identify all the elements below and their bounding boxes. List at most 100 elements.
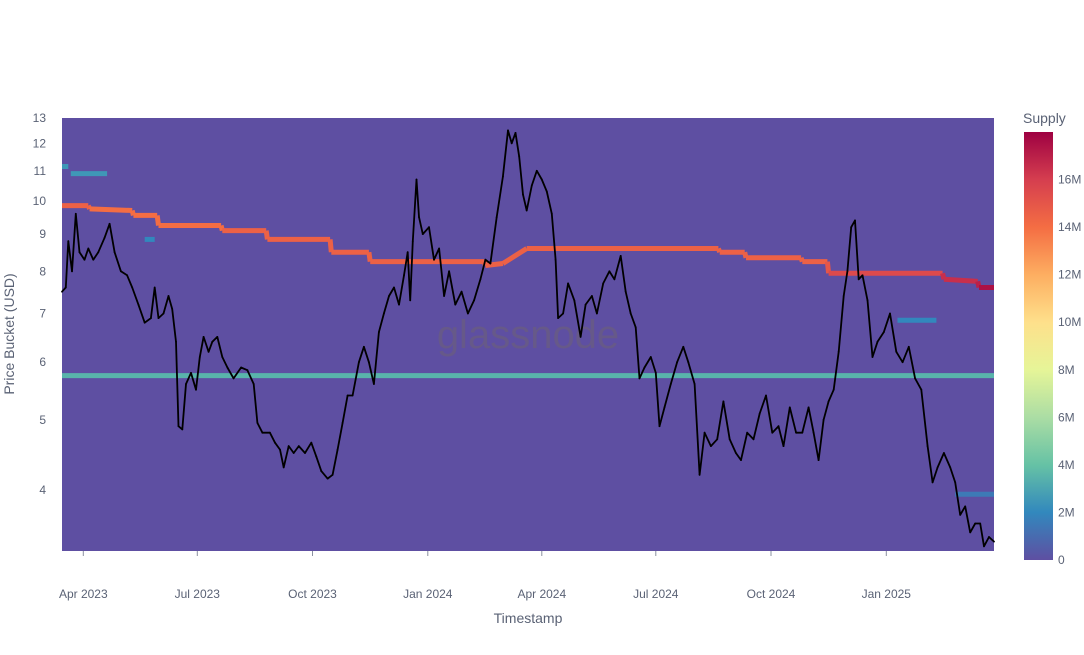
price-point — [993, 540, 995, 543]
colorbar-ticks: 0 2M 4M 6M 8M 10M 12M 14M 16M — [1058, 173, 1081, 567]
price-point — [643, 366, 646, 369]
price-point — [846, 270, 849, 273]
price-point — [979, 522, 982, 525]
price-point — [279, 448, 281, 451]
price-point — [448, 270, 450, 273]
price-point — [71, 270, 73, 273]
y-tick-label: 11 — [34, 164, 47, 178]
supply-band-0-segment — [940, 272, 947, 280]
price-point — [131, 286, 134, 289]
price-point — [175, 340, 177, 343]
price-point — [827, 400, 830, 403]
price-point — [765, 394, 767, 397]
price-point — [540, 178, 543, 181]
price-point — [167, 295, 170, 297]
price-point — [171, 308, 174, 310]
supply-band-0-segment — [218, 224, 225, 232]
price-point — [287, 445, 290, 447]
price-point — [232, 377, 235, 380]
price-point — [579, 336, 582, 338]
colorbar-tick-label: 0 — [1058, 553, 1065, 567]
price-point — [177, 425, 180, 428]
price-point — [788, 406, 791, 409]
price-point — [876, 340, 879, 343]
heatmap-background — [62, 118, 994, 551]
price-point — [584, 303, 587, 306]
x-axis-ticks: Apr 2023 Jul 2023 Oct 2023 Jan 2024 Apr 2024… — [59, 551, 911, 601]
colorbar-tick-label: 6M — [1058, 410, 1075, 424]
y-axis-ticks: 4 5 6 7 8 9 10 11 12 13 — [33, 111, 47, 497]
price-point — [669, 383, 672, 385]
price-point — [782, 445, 785, 447]
price-point — [777, 425, 780, 428]
price-point — [92, 258, 95, 261]
supply-band-0-segment — [975, 280, 982, 289]
price-point — [411, 240, 414, 243]
price-point — [931, 481, 934, 484]
price-point — [108, 222, 111, 225]
price-point — [113, 251, 116, 254]
price-point — [87, 247, 90, 250]
price-point — [658, 425, 661, 428]
y-tick-label: 9 — [39, 227, 46, 241]
price-point — [663, 406, 666, 409]
price-point — [545, 190, 548, 193]
price-point — [454, 303, 457, 306]
price-point — [988, 536, 990, 538]
price-point — [195, 388, 197, 391]
price-point — [596, 312, 598, 315]
supply-band-0-segment — [89, 206, 133, 213]
price-point — [920, 388, 923, 391]
price-point — [936, 466, 939, 469]
price-point — [943, 452, 945, 454]
x-tick-label: Jul 2024 — [633, 587, 679, 601]
price-point — [83, 258, 86, 261]
price-point — [467, 312, 469, 315]
supply-band-0-segment — [485, 261, 504, 268]
y-tick-label: 4 — [39, 483, 46, 497]
price-point — [207, 350, 210, 353]
colorbar-title: Supply — [1023, 110, 1066, 126]
price-point — [771, 431, 774, 434]
price-point — [473, 299, 475, 302]
price-point — [654, 372, 657, 374]
price-point — [889, 312, 891, 315]
price-point — [591, 295, 593, 297]
price-point — [832, 388, 835, 391]
price-line-layer — [61, 129, 995, 548]
price-point — [522, 193, 524, 196]
price-point — [403, 274, 405, 277]
price-point — [190, 372, 192, 374]
x-tick-label: Jul 2023 — [175, 587, 221, 601]
price-point — [226, 366, 229, 369]
price-point — [368, 361, 370, 364]
supply-band-0-segment — [716, 247, 723, 254]
price-point — [812, 431, 815, 434]
supply-band-0-segment — [366, 251, 373, 262]
colorbar-tick-label: 10M — [1058, 315, 1081, 329]
price-point — [907, 345, 910, 348]
price-point — [409, 299, 412, 302]
price-point — [433, 258, 435, 261]
supply-band-0-segment — [742, 251, 749, 259]
colorbar-tick-label: 8M — [1058, 363, 1075, 377]
price-point — [866, 299, 869, 302]
price-point — [388, 295, 390, 297]
price-point — [489, 262, 492, 265]
colorbar-tick-label: 2M — [1058, 505, 1075, 519]
x-tick-label: Oct 2023 — [288, 587, 337, 601]
price-point — [418, 216, 420, 219]
price-point — [346, 394, 349, 397]
price-point — [901, 361, 904, 364]
price-point — [676, 361, 678, 364]
x-tick-label: Jan 2024 — [403, 587, 453, 601]
price-point — [438, 247, 440, 250]
price-point — [246, 369, 249, 372]
price-point — [510, 142, 513, 145]
price-point — [351, 394, 354, 397]
price-point — [428, 226, 430, 229]
price-point — [722, 400, 725, 403]
price-point — [807, 406, 810, 409]
y-tick-label: 6 — [39, 355, 46, 369]
price-point — [861, 274, 864, 277]
